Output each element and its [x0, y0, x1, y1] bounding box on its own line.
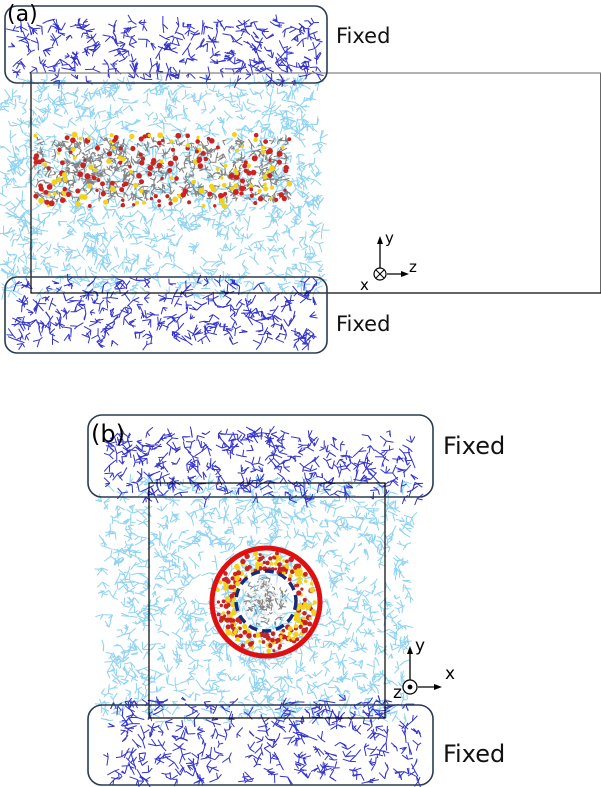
- panel-b-fixed-top-label: Fixed: [443, 432, 506, 460]
- panel-a-axis-indicator: [373, 236, 409, 281]
- panel-b-nanotube-cross-section: [215, 551, 317, 654]
- panel-b-simulation-box: [148, 482, 386, 719]
- panel-b-inner-circle: [234, 569, 298, 633]
- panel-a-axis-x-label: x: [360, 276, 369, 294]
- panel-a-fixed-top-label: Fixed: [336, 24, 391, 48]
- panel-b-fixed-atoms: [103, 425, 424, 787]
- panel-a-fixed-top-region: [4, 5, 328, 84]
- panel-b-axis-y-label: y: [415, 636, 426, 656]
- panel-a-axis-y-label: y: [385, 229, 394, 247]
- panel-b-axis-indicator: [402, 646, 442, 695]
- panel-a-fixed-bottom-region: [4, 276, 328, 354]
- panel-b-fixed-top-region: [87, 414, 434, 498]
- panel-b-fixed-bottom-region: [87, 704, 434, 786]
- panel-b-axis-x-label: x: [445, 664, 456, 684]
- panel-a-nanotube: [31, 131, 293, 209]
- panel-a-label: (a): [7, 2, 38, 27]
- panel-b-label: (b): [91, 420, 125, 448]
- panel-a-fixed-atoms: [5, 14, 324, 351]
- panel-b-fixed-bottom-label: Fixed: [443, 740, 506, 768]
- panel-a-fixed-bottom-label: Fixed: [336, 312, 391, 336]
- panel-a-axis-z-label: z: [409, 258, 417, 276]
- panel-b-outer-circle: [209, 545, 323, 659]
- panel-b-axis-z-label: z: [393, 683, 402, 703]
